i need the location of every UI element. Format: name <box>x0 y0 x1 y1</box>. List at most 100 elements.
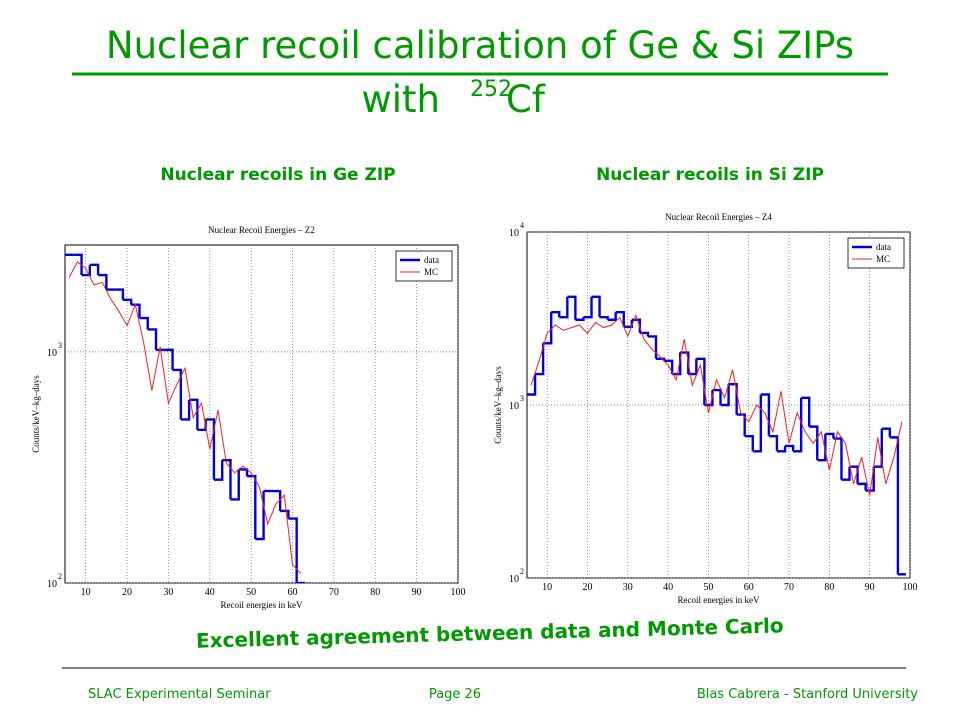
histogram-step <box>271 489 282 511</box>
y-tick-label: 10 <box>509 401 519 412</box>
chart-title: Nuclear Recoil Energies – Z4 <box>665 212 772 222</box>
histogram-step <box>147 328 158 350</box>
x-tick-label: 70 <box>784 582 794 593</box>
histogram-step <box>559 296 569 319</box>
footer-right: Blas Cabrera - Stanford University <box>697 687 918 702</box>
y-tick-label: 10 <box>509 574 519 585</box>
footer-left: SLAC Experimental Seminar <box>88 687 271 702</box>
y-tick-power: 4 <box>520 221 524 230</box>
legend-label: MC <box>424 267 438 277</box>
isotope: Cf <box>506 78 546 121</box>
y-tick-power: 2 <box>58 572 62 581</box>
legend-box <box>847 237 905 269</box>
histogram-step <box>567 295 577 320</box>
histogram-step <box>785 444 795 452</box>
legend-label: data <box>424 255 439 265</box>
panel-title: Nuclear recoils in Ge ZIP <box>160 165 395 185</box>
x-tick-label: 60 <box>288 587 298 598</box>
plot-area <box>65 253 305 583</box>
histogram-step <box>615 310 625 327</box>
legend-label: MC <box>876 254 890 264</box>
x-tick-label: 70 <box>329 587 339 598</box>
histogram-step <box>752 394 763 453</box>
histogram-step <box>825 432 835 439</box>
histogram-step <box>720 384 730 407</box>
histogram-step <box>164 348 174 370</box>
histogram-step <box>575 317 585 321</box>
legend-box <box>395 250 453 282</box>
y-tick-power: 2 <box>520 567 524 576</box>
x-tick-label: 90 <box>865 582 875 593</box>
legend-label: data <box>876 242 891 252</box>
histogram-step <box>172 368 183 420</box>
histogram-step <box>197 419 207 432</box>
conclusion: Excellent agreement between data and Mon… <box>196 613 784 652</box>
x-tick-label: 60 <box>744 582 754 593</box>
histogram-step <box>73 253 83 276</box>
histogram-step <box>768 435 779 452</box>
y-axis-label: Counts/keV–kg–days <box>493 366 503 444</box>
histogram-step <box>527 374 537 396</box>
histogram-step <box>583 296 593 319</box>
footer-center: Page 26 <box>429 687 481 702</box>
histogram-step <box>222 458 232 500</box>
x-tick-label: 40 <box>663 582 673 593</box>
x-tick-label: 20 <box>122 587 132 598</box>
x-tick-label: 80 <box>824 582 834 593</box>
x-tick-label: 30 <box>163 587 173 598</box>
histogram-step <box>139 316 149 330</box>
histogram-step <box>280 509 290 519</box>
histogram-step <box>591 295 601 318</box>
histogram-step <box>728 382 738 415</box>
y-tick-label: 10 <box>47 579 57 590</box>
histogram-step <box>213 460 224 481</box>
histogram-step <box>98 273 108 290</box>
histogram-step <box>849 465 859 484</box>
slide-title: Nuclear recoil calibration of Ge & Si ZI… <box>106 24 854 67</box>
y-tick-power: 3 <box>520 394 524 403</box>
histogram-step <box>189 398 199 430</box>
histogram-step <box>736 413 746 437</box>
histogram-step <box>873 428 883 468</box>
x-tick-label: 10 <box>542 582 552 593</box>
y-tick-label: 10 <box>47 348 57 359</box>
histogram-step <box>131 303 141 319</box>
y-axis-label: Counts/keV–kg–days <box>31 375 41 453</box>
isotope-mass: 252 <box>470 77 512 102</box>
histogram-step <box>664 359 674 375</box>
histogram-step <box>817 433 827 462</box>
histogram-step <box>551 310 561 318</box>
chart-title: Nuclear Recoil Energies – Z2 <box>208 225 315 235</box>
histogram-step <box>857 482 867 491</box>
histogram-step <box>205 418 216 480</box>
x-tick-label: 50 <box>246 587 256 598</box>
plot-area <box>527 295 906 576</box>
histogram-step <box>680 351 690 375</box>
histogram-step <box>180 399 191 421</box>
x-tick-label: 10 <box>81 587 91 598</box>
histogram-step <box>639 331 650 337</box>
mc-line <box>530 313 903 496</box>
histogram-step <box>712 388 722 405</box>
x-tick-label: 100 <box>903 582 918 593</box>
x-tick-label: 80 <box>370 587 380 598</box>
histogram-step <box>288 517 298 583</box>
histogram-step <box>114 288 125 300</box>
histogram-step <box>776 445 787 453</box>
x-tick-label: 100 <box>451 587 466 598</box>
histogram-step <box>744 435 754 452</box>
histogram-step <box>247 474 257 540</box>
y-tick-label: 10 <box>509 228 519 239</box>
histogram-step <box>647 335 658 359</box>
x-axis-label: Recoil energies in keV <box>677 595 760 605</box>
histogram-step <box>81 264 92 277</box>
histogram-step <box>122 298 133 305</box>
histogram-step <box>881 427 892 438</box>
histogram-step <box>793 397 803 453</box>
histogram-step <box>809 425 819 461</box>
histogram-step <box>801 396 811 427</box>
histogram-step <box>535 343 545 376</box>
x-tick-label: 40 <box>205 587 215 598</box>
x-axis-label: Recoil energies in keV <box>220 600 303 610</box>
